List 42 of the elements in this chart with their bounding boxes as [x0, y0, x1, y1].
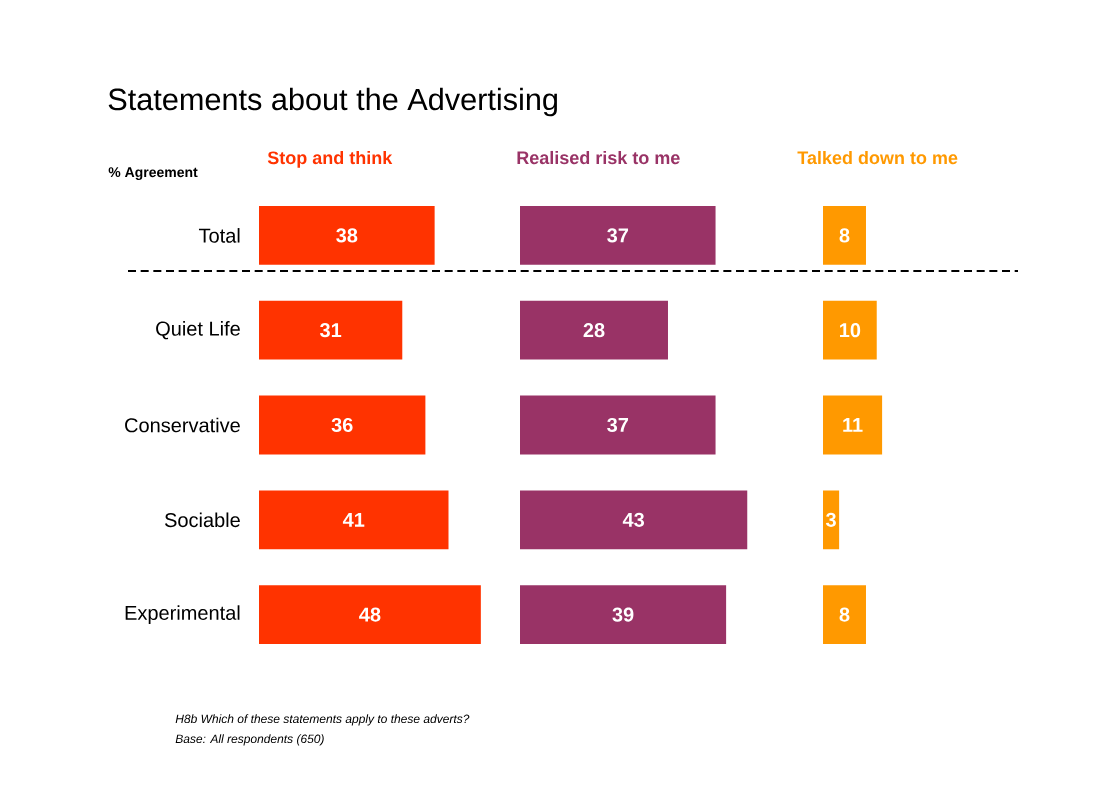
data-label: 43 — [622, 512, 645, 527]
data-label: 39 — [612, 607, 634, 622]
bar — [259, 490, 449, 550]
text: Stop and think — [267, 150, 393, 168]
text: Talked down to me — [797, 150, 958, 165]
text: Realised risk to me — [517, 150, 680, 165]
bar — [259, 300, 403, 360]
data-label: 37 — [607, 228, 629, 243]
data-label: 8 — [839, 228, 850, 243]
y-tick-label: Conservative — [125, 417, 240, 433]
data-label: 3 — [825, 512, 836, 527]
bar — [823, 206, 866, 265]
bar — [520, 585, 727, 644]
data-label: 48 — [359, 607, 381, 622]
bar — [520, 490, 748, 550]
y-tick-label: Total — [198, 228, 240, 243]
data-label: 8 — [839, 607, 850, 622]
data-label: 11 — [843, 418, 863, 432]
text: H8b Which of these statements apply to these adverts? — [175, 714, 470, 726]
data-label: 28 — [583, 323, 605, 338]
bar — [823, 395, 883, 455]
bar — [823, 300, 877, 360]
data-label: 37 — [607, 417, 629, 433]
bar — [259, 395, 426, 455]
data-label: 36 — [331, 417, 353, 433]
data-label: 31 — [319, 323, 342, 338]
bar — [823, 585, 866, 644]
bar — [520, 206, 716, 265]
data-label: 10 — [840, 323, 861, 338]
data-label: 38 — [336, 228, 358, 243]
y-tick-label: Quiet Life — [156, 321, 240, 340]
bar — [520, 300, 668, 360]
bar — [823, 490, 840, 550]
bar — [520, 395, 716, 455]
y-tick-label: Experimental — [125, 605, 240, 624]
y-axis-title: % Agreement — [108, 167, 198, 180]
data-label: 41 — [342, 512, 365, 527]
bar — [259, 206, 435, 265]
text: Base: All respondents (650) — [175, 734, 324, 746]
chart-title: Statements about the Advertising — [108, 87, 557, 117]
bar — [259, 585, 481, 644]
y-tick-label: Sociable — [164, 512, 240, 528]
